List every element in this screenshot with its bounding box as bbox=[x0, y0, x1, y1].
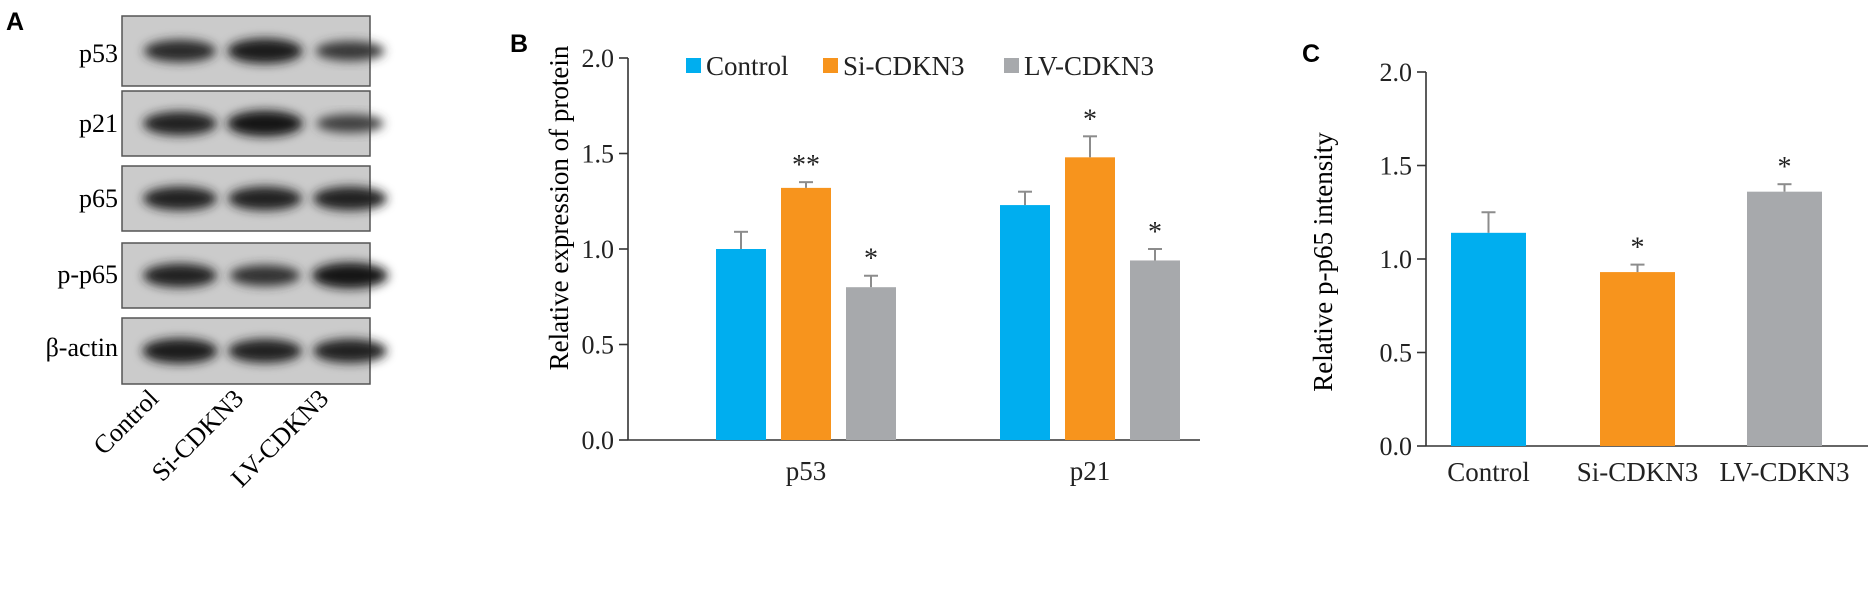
blot-band bbox=[229, 264, 301, 287]
significance-mark: * bbox=[864, 244, 878, 275]
bar-control-p21 bbox=[1000, 205, 1050, 440]
y-tick-label: 0.5 bbox=[1380, 339, 1413, 368]
legend-swatch-si-cdkn3 bbox=[823, 58, 838, 73]
x-category-label: LV-CDKN3 bbox=[1719, 457, 1849, 487]
blot-band bbox=[144, 39, 216, 63]
blot-band bbox=[315, 41, 385, 61]
significance-mark: ** bbox=[792, 150, 820, 181]
bar-control-p53 bbox=[716, 249, 766, 440]
blot-band bbox=[143, 186, 217, 211]
bar-lv-cdkn3 bbox=[1747, 191, 1822, 446]
blot-band bbox=[313, 186, 387, 211]
panel-b-letter: B bbox=[510, 30, 528, 58]
y-tick-label: 1.0 bbox=[1380, 245, 1413, 274]
western-blot bbox=[121, 15, 388, 385]
panel-b: B Relative expression of protein 0.0 0.5 1… bbox=[510, 30, 1200, 486]
y-tick-label: 0.0 bbox=[1380, 432, 1413, 461]
blot-band bbox=[312, 262, 388, 289]
bar-lv-cdkn3-p53 bbox=[846, 287, 896, 440]
blot-label-p21: p21 bbox=[79, 109, 118, 138]
blot-band bbox=[143, 111, 217, 136]
bar-si-cdkn3 bbox=[1600, 272, 1675, 446]
panel-a: A p53 p21 p65 p-p65 β-actin Control Si-C… bbox=[6, 8, 388, 493]
significance-mark: * bbox=[1083, 104, 1097, 135]
blot-band bbox=[142, 338, 218, 364]
y-tick-label: 1.0 bbox=[582, 235, 615, 264]
chart-c-plot: 0.0 0.5 1.0 1.5 2.0 Control * Si-CDKN3 * LV-CDKN3 bbox=[1380, 58, 1868, 487]
y-tick-label: 1.5 bbox=[1380, 152, 1413, 181]
y-tick-label: 0.0 bbox=[582, 426, 615, 455]
blot-band bbox=[227, 38, 303, 64]
blot-label-p65: p65 bbox=[79, 184, 118, 213]
blot-band bbox=[313, 339, 387, 363]
chart-c-ylabel: Relative p-p65 intensity bbox=[1308, 132, 1338, 392]
x-category-label: p53 bbox=[786, 456, 827, 486]
y-tick-label: 0.5 bbox=[582, 331, 615, 360]
bar-lv-cdkn3-p21 bbox=[1130, 260, 1180, 440]
x-category-label: Si-CDKN3 bbox=[1577, 457, 1699, 487]
x-category-label: Control bbox=[1447, 457, 1530, 487]
legend-swatch-lv-cdkn3 bbox=[1004, 58, 1019, 73]
blot-band bbox=[227, 110, 303, 137]
chart-b-ylabel: Relative expression of protein bbox=[544, 45, 574, 370]
blot-label-p-p65: p-p65 bbox=[57, 260, 118, 289]
bar-si-cdkn3-p21 bbox=[1065, 157, 1115, 440]
blot-band bbox=[228, 186, 302, 211]
blot-band bbox=[228, 339, 302, 363]
significance-mark: * bbox=[1631, 233, 1645, 264]
legend-label-control: Control bbox=[706, 51, 789, 81]
y-tick-label: 1.5 bbox=[582, 140, 615, 169]
y-tick-label: 2.0 bbox=[1380, 58, 1413, 87]
x-category-label: p21 bbox=[1070, 456, 1111, 486]
panel-c-letter: C bbox=[1302, 40, 1320, 68]
significance-mark: * bbox=[1778, 152, 1792, 183]
blot-label-p53: p53 bbox=[79, 39, 118, 68]
legend-label-si-cdkn3: Si-CDKN3 bbox=[843, 51, 965, 81]
legend-label-lv-cdkn3: LV-CDKN3 bbox=[1024, 51, 1154, 81]
panel-c: C Relative p-p65 intensity 0.0 0.5 1.0 1.5 2… bbox=[1302, 40, 1868, 487]
bar-control bbox=[1451, 232, 1526, 446]
panel-a-letter: A bbox=[6, 8, 24, 36]
blot-band bbox=[316, 114, 384, 133]
bar-si-cdkn3-p53 bbox=[781, 187, 831, 440]
significance-mark: * bbox=[1148, 217, 1162, 248]
blot-label-beta-actin: β-actin bbox=[46, 333, 118, 362]
y-tick-label: 2.0 bbox=[582, 44, 615, 73]
lane-label-control: Control bbox=[88, 384, 165, 461]
legend-swatch-control bbox=[686, 58, 701, 73]
blot-band bbox=[143, 263, 217, 288]
